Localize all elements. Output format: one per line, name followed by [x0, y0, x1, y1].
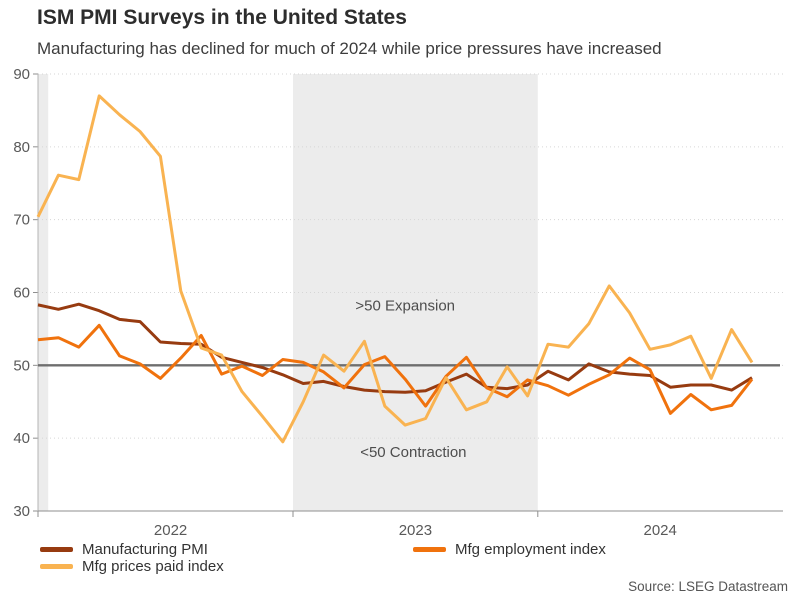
chart-legend: Manufacturing PMI Mfg employment index M… — [40, 541, 760, 575]
x-year-label: 2022 — [154, 522, 187, 539]
series-line-0 — [37, 302, 753, 394]
shaded-year-band — [38, 74, 49, 511]
threshold-annotation: <50 Contraction — [360, 444, 466, 461]
y-tick-label: 90 — [13, 66, 30, 83]
y-tick-label: 80 — [13, 139, 30, 156]
y-tick-label: 60 — [13, 285, 30, 302]
series-line-2 — [36, 94, 754, 444]
mfg-prices-paid-swatch — [40, 564, 73, 569]
chart-title: ISM PMI Surveys in the United States — [37, 6, 407, 29]
y-tick-label: 50 — [13, 357, 30, 374]
source-credit: Source: LSEG Datastream — [628, 579, 788, 594]
legend-item-mfg-employment: Mfg employment index — [413, 541, 606, 558]
legend-item-manufacturing-pmi: Manufacturing PMI — [40, 541, 413, 558]
y-tick-label: 30 — [13, 503, 30, 520]
shaded-year-band — [293, 74, 538, 511]
mfg-employment-swatch — [413, 547, 446, 552]
legend-item-mfg-prices-paid: Mfg prices paid index — [40, 558, 413, 575]
x-year-label: 2024 — [644, 522, 677, 539]
legend-row-2: Mfg prices paid index — [40, 558, 760, 575]
mfg-prices-paid-label: Mfg prices paid index — [82, 558, 224, 575]
chart-subtitle: Manufacturing has declined for much of 2… — [37, 39, 662, 58]
series-line-1 — [37, 323, 754, 415]
x-year-label: 2023 — [399, 522, 432, 539]
mfg-employment-label: Mfg employment index — [455, 541, 606, 558]
manufacturing-pmi-swatch — [40, 547, 73, 552]
threshold-annotation: >50 Expansion — [355, 298, 455, 315]
legend-row-1: Manufacturing PMI Mfg employment index — [40, 541, 760, 558]
manufacturing-pmi-label: Manufacturing PMI — [82, 541, 208, 558]
y-tick-label: 40 — [13, 430, 30, 447]
y-tick-label: 70 — [13, 212, 30, 229]
